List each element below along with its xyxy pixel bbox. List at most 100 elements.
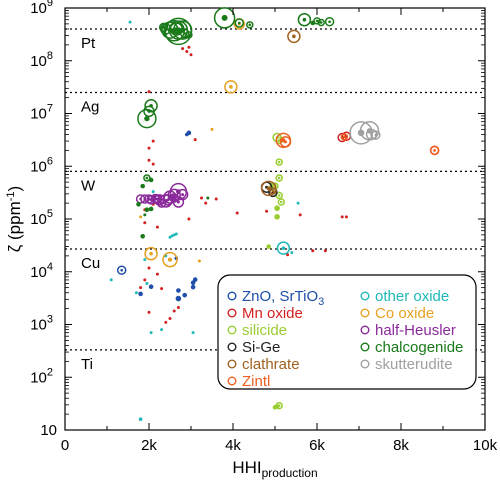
legend-marker-clathrate [227,359,237,369]
point-co-oxide [139,215,143,219]
point-mn-oxide [147,90,151,94]
point-center-zno-srtio [120,268,123,272]
point-silicide [275,174,283,182]
point-center-zintl [343,135,346,139]
y-tick-label: 108 [30,50,53,70]
point-mn-oxide [286,253,290,257]
point-mn-oxide [235,211,239,215]
point-chalcogenide [313,17,321,25]
legend-marker-chalcogenide [360,342,370,352]
point-other-oxide [290,251,294,255]
x-tick-label: 0 [61,437,69,454]
point-half-heusler [169,193,179,203]
point-center-half-heusler [154,197,157,200]
point-chalcogenide [140,233,145,239]
point-center-co-oxide [229,85,233,89]
point-center-chalcogenide [248,23,252,27]
point-center-chalcogenide [144,115,150,122]
point-other-oxide [276,241,291,255]
point-zno-srtio [190,280,196,286]
point-other-oxide [149,331,153,335]
point-other-oxide [128,20,132,24]
point-other-oxide [160,328,164,332]
point-center-chalcogenide [145,176,149,180]
point-co-oxide [144,246,158,261]
point-center-silicide [277,194,281,197]
x-ticks: 0 2k 4k 6k 8k 10k [61,8,498,454]
y-tick-label: 103 [30,314,53,334]
reference-label-ag: Ag [81,99,99,116]
y-tick-label: 104 [30,261,53,281]
y-tick-label: 106 [30,155,53,175]
y-tick-label: 102 [30,366,53,386]
y-axis-label: ζ (ppm-1) [5,186,24,252]
point-other-oxide [174,232,178,236]
point-mn-oxide [155,272,159,276]
point-other-oxide [168,235,172,239]
point-chalcogenide [213,7,236,29]
point-mn-oxide [147,146,151,150]
point-mn-oxide [298,213,302,217]
legend-marker-skutterudite [360,359,370,369]
legend-label-si-ge: Si-Ge [242,339,280,356]
point-silicide [274,205,280,212]
point-mn-oxide [147,158,151,162]
legend-marker-mn-oxide [227,308,237,318]
point-other-oxide [143,258,147,262]
point-mn-oxide [139,286,143,290]
point-zno-srtio [148,284,154,290]
point-center-chalcogenide [302,17,307,22]
legend-marker-si-ge [227,342,237,352]
legend-label-half-heusler: half-Heusler [375,322,456,339]
point-center-half-heusler [156,198,159,201]
point-mn-oxide [181,47,185,51]
point-other-oxide [191,331,195,335]
point-center-chalcogenide [221,14,228,21]
point-chalcogenide [144,99,158,113]
point-zno-srtio [182,292,187,298]
point-zno-srtio [175,295,182,302]
legend-label-chalcogenide: chalcogenide [375,339,463,356]
reference-label-ti: Ti [81,356,93,373]
point-mn-oxide [193,138,197,142]
point-center-chalcogenide [319,21,323,24]
reference-label-w: W [81,177,96,194]
legend-box [217,274,477,390]
point-other-oxide [109,278,113,282]
x-tick-label: 6k [309,437,325,454]
point-mn-oxide [187,217,191,221]
point-other-oxide [138,417,143,422]
point-chalcogenide [172,20,193,40]
point-center-chalcogenide [328,20,331,23]
point-zno-srtio [192,277,198,282]
point-center-half-heusler [176,200,180,204]
point-co-oxide [224,80,238,94]
point-mn-oxide [344,215,348,219]
point-chalcogenide [324,16,335,27]
point-center-other-oxide [281,246,286,250]
point-center-half-heusler [147,197,151,201]
point-zno-srtio [190,284,196,290]
point-chalcogenide [148,206,154,212]
point-mn-oxide [189,53,193,57]
point-mn-oxide [311,249,315,253]
legend-label-co-oxide: Co oxide [375,305,434,322]
point-mn-oxide [147,266,151,270]
point-other-oxide [145,281,149,285]
point-half-heusler [172,196,185,208]
point-chalcogenide [310,20,316,26]
point-half-heusler [150,193,161,204]
point-center-clathrate [271,189,275,193]
point-silicide [275,158,283,166]
data-points [109,7,440,422]
point-center-skutterudite [374,133,378,137]
point-chalcogenide [144,207,150,213]
y-tick-label: 105 [30,208,53,228]
point-mn-oxide [168,316,172,320]
point-mn-oxide [151,162,155,166]
point-other-oxide [151,190,155,194]
legend-marker-zintl [227,376,237,386]
point-zintl [429,145,440,156]
point-clathrate [260,180,277,197]
